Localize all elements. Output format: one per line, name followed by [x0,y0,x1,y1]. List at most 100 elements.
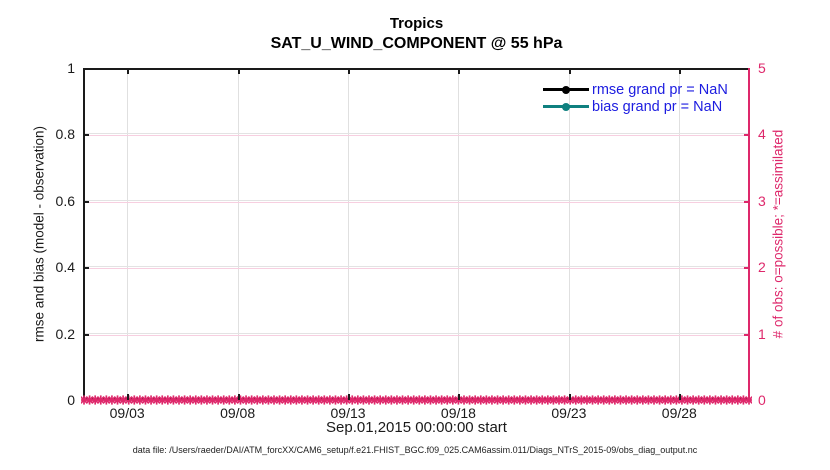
left-tick [83,333,89,336]
x-tick-bottom [348,394,351,400]
x-tick-top [348,68,351,74]
obs-marker [493,396,502,404]
x-tick-top [679,68,682,74]
obs-marker [722,396,731,404]
legend: rmse grand pr = NaN bias grand pr = NaN [543,81,728,115]
obs-marker-ribbon [81,395,752,405]
obs-marker [683,396,692,404]
left-tick-label: 0 [67,392,75,408]
obs-marker [543,396,552,404]
datafile-path: data file: /Users/raeder/DAI/ATM_forcXX/… [132,445,698,455]
obs-marker [700,396,709,404]
x-tick-bottom [458,394,461,400]
obs-marker [672,396,681,404]
obs-marker [191,396,200,404]
x-axis-label: Sep.01,2015 00:00:00 start [326,419,507,436]
legend-marker-dot [562,85,570,94]
obs-marker [437,396,446,404]
right-tick-label: 5 [758,60,766,76]
obs-marker [337,396,345,404]
obs-marker [728,396,737,404]
right-axis-label: # of obs: o=possible; *=assimilated [770,129,786,339]
obs-marker [376,396,385,404]
title-variable: SAT_U_WIND_COMPONENT @ 55 hPa [270,34,563,52]
left-tick [83,200,89,203]
obs-marker [711,396,720,404]
plot-title: Tropics SAT_U_WIND_COMPONENT @ 55 hPa [83,14,750,54]
obs-marker [594,396,602,404]
x-gridline [127,68,129,400]
obs-marker [158,396,167,404]
obs-marker [549,396,558,404]
obs-marker [286,396,295,404]
x-tick-top [568,68,571,74]
obs-marker [96,396,105,404]
obs-marker [571,396,580,404]
plot-area [83,68,750,400]
obs-marker [739,396,748,404]
y-gridline-gray [83,199,750,201]
obs-marker [448,396,457,404]
right-tick [744,134,750,137]
obs-marker [124,396,133,404]
obs-marker [102,396,111,404]
obs-marker [454,396,463,404]
obs-marker [555,396,563,404]
obs-marker [577,396,586,404]
x-tick-top [127,68,130,74]
x-gridline [237,68,239,400]
obs-marker [661,396,670,404]
obs-marker [214,396,222,404]
legend-item: rmse grand pr = NaN [543,81,728,98]
obs-marker [678,396,686,404]
obs-marker [381,396,390,404]
legend-marker-dot [562,102,570,111]
obs-marker [588,396,597,404]
obs-marker [264,396,273,404]
obs-marker [482,396,491,404]
obs-marker [638,396,647,404]
obs-marker [85,396,94,404]
right-tick [744,200,750,203]
obs-marker [236,396,245,404]
obs-marker [488,396,496,404]
obs-marker [253,396,262,404]
obs-marker [655,396,664,404]
y-gridline-gray [83,133,750,135]
obs-marker [136,396,144,404]
obs-marker [532,396,541,404]
obs-marker [275,396,284,404]
obs-marker [717,396,725,404]
right-axis-spine [748,68,750,400]
x-gridline [568,68,570,400]
obs-marker [292,396,301,404]
right-tick [744,333,750,336]
legend-line-sample [543,102,589,111]
left-tick-label: 0.8 [55,126,75,143]
obs-marker [666,396,675,404]
obs-marker [108,396,116,404]
left-tick [83,134,89,137]
obs-marker [616,396,625,404]
obs-marker [331,396,340,404]
x-tick-label: 09/28 [661,405,697,421]
obs-marker [169,396,178,404]
obs-marker [471,396,480,404]
obs-marker [633,396,642,404]
obs-marker [270,396,278,404]
obs-marker [203,396,211,404]
x-tick-bottom [568,394,571,400]
legend-item: bias grand pr = NaN [543,98,728,115]
right-tick-label: 3 [758,192,766,209]
obs-marker [180,396,189,404]
obs-marker [421,396,429,404]
x-gridline [679,68,681,400]
obs-marker [387,396,396,404]
obs-marker [460,396,468,404]
obs-marker [281,396,290,404]
obs-marker [443,396,452,404]
obs-marker [409,396,418,404]
obs-marker [465,396,474,404]
obs-marker [231,396,239,404]
obs-marker [622,396,630,404]
